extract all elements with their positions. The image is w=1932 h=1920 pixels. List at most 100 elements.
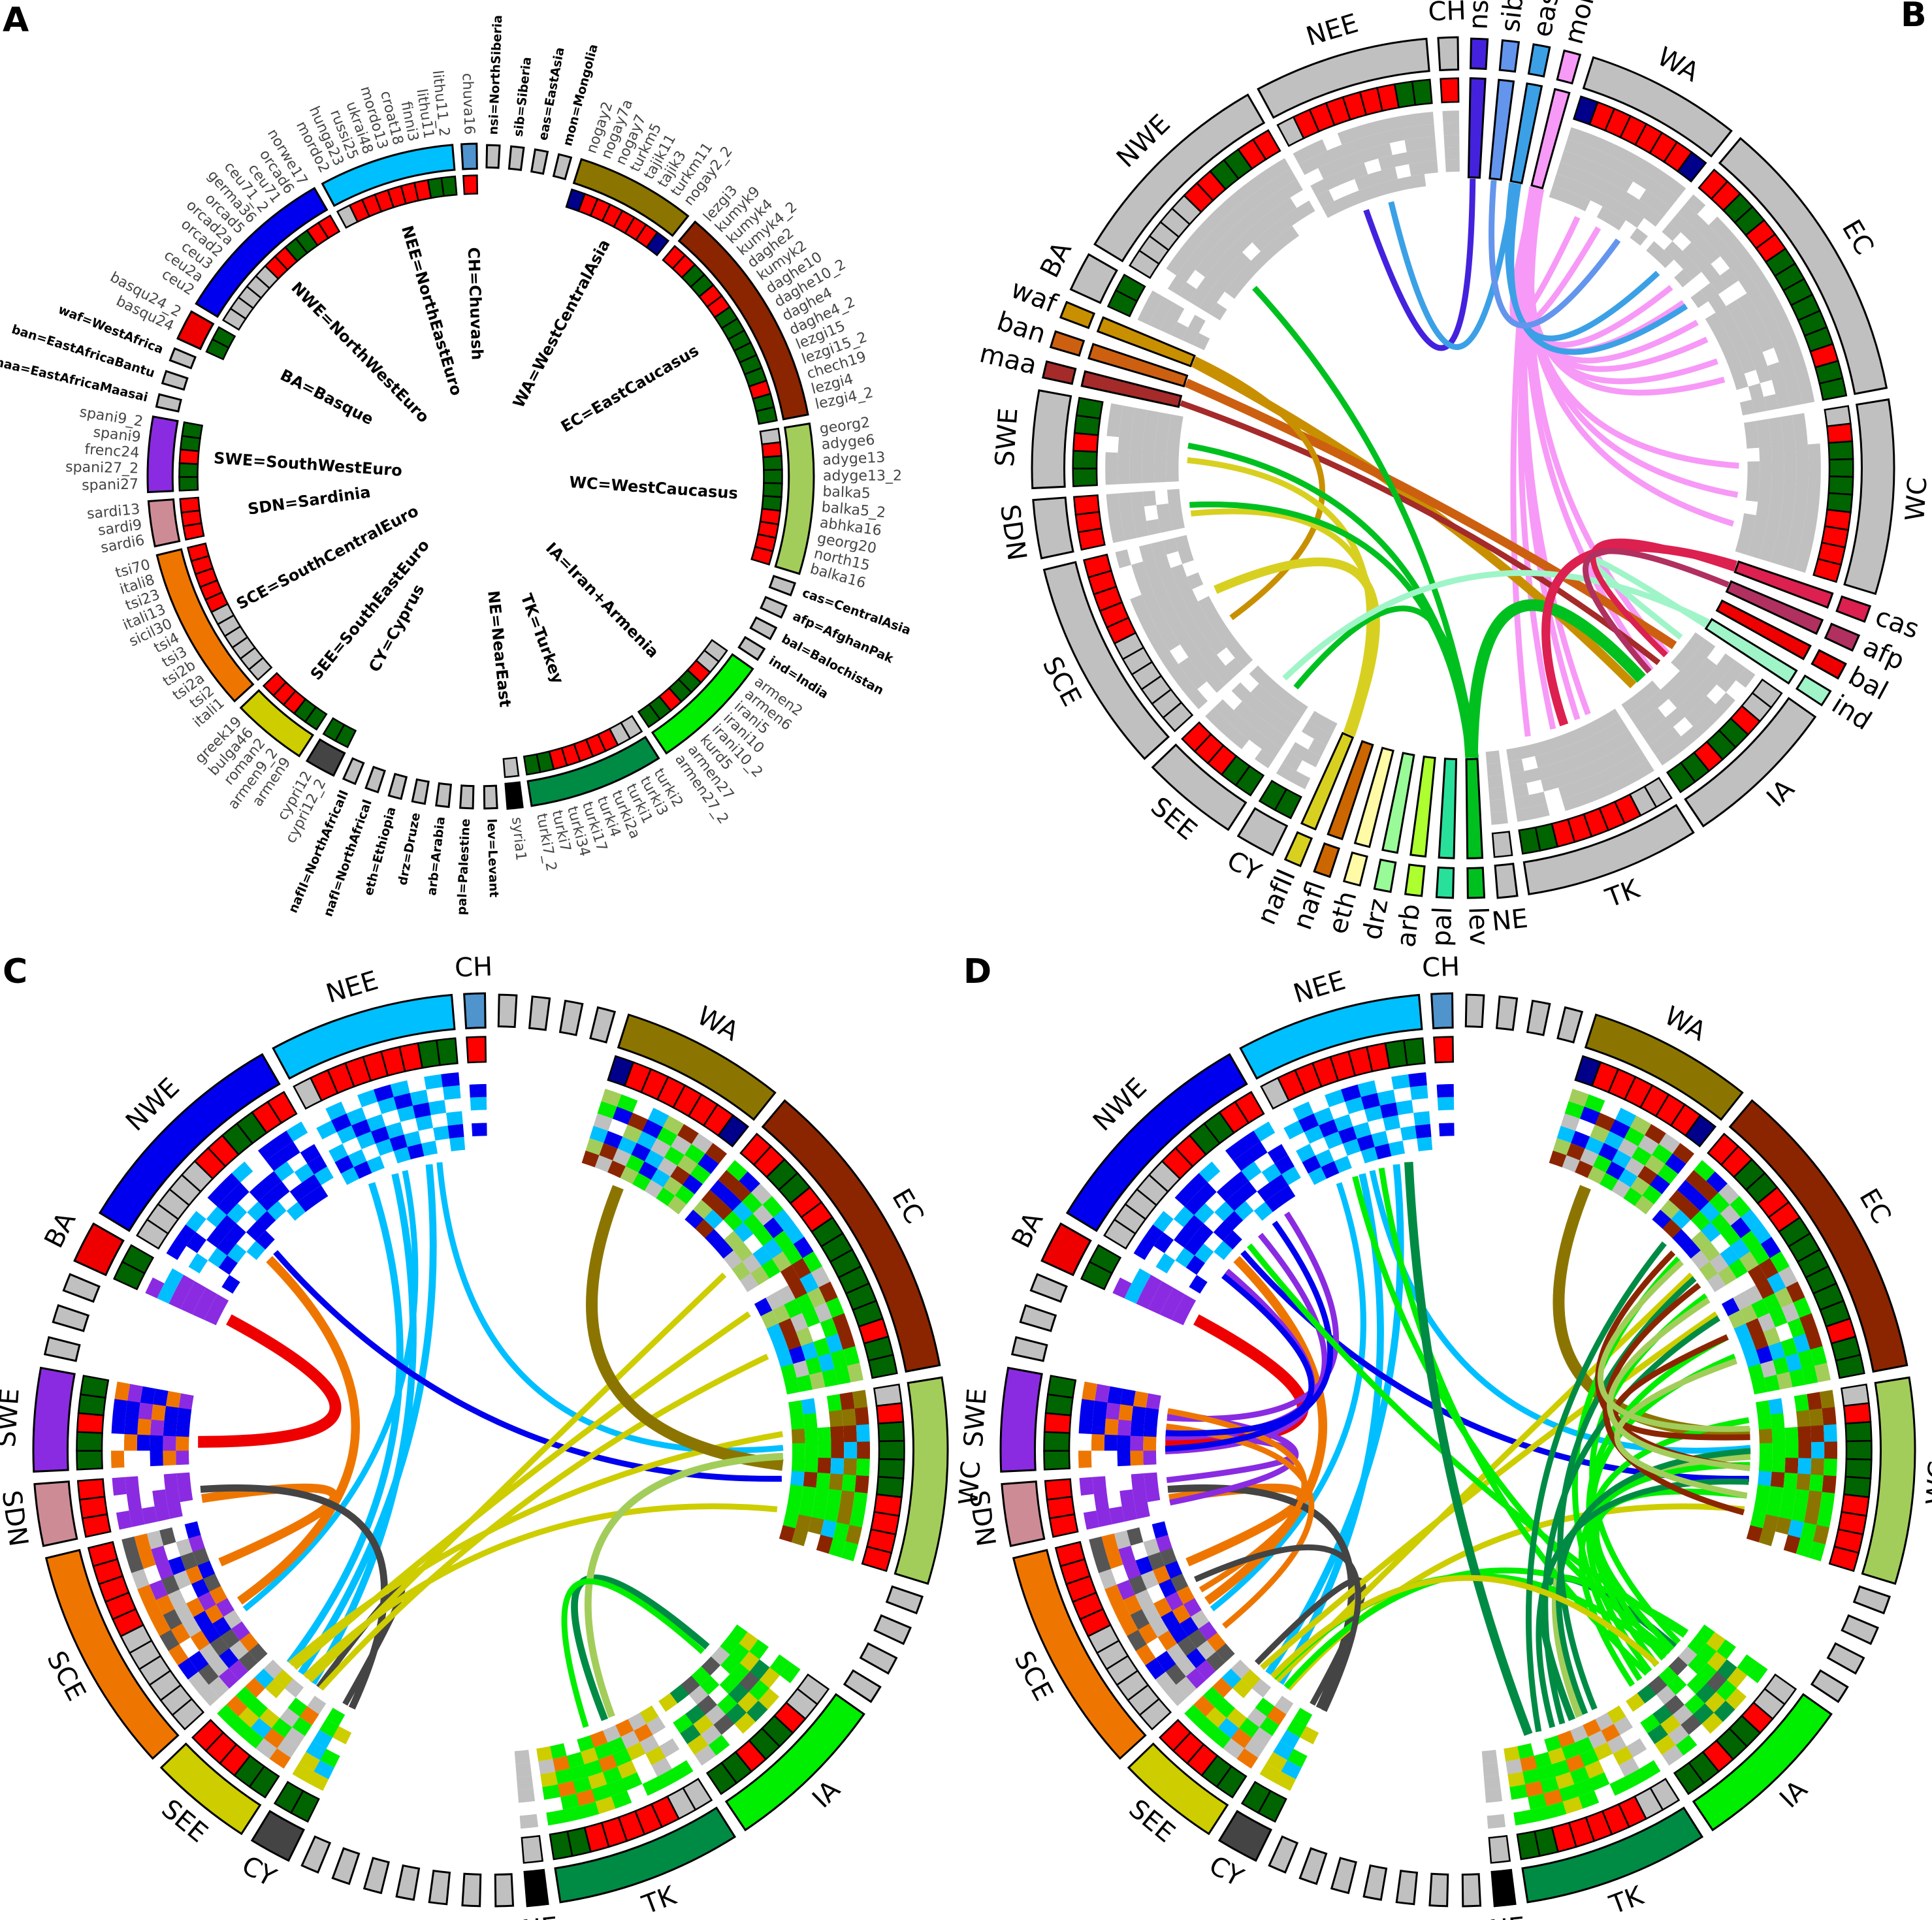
ancestry-cell — [1679, 679, 1698, 699]
ancestry-cell — [673, 1714, 694, 1734]
ancestry-cell — [1730, 261, 1749, 281]
ancestry-cell — [1197, 662, 1216, 682]
ancestry-cell — [1178, 677, 1198, 697]
ancestry-cell — [175, 1224, 197, 1246]
ancestry-cell — [1707, 646, 1726, 665]
ancestry-cell — [746, 1701, 768, 1723]
state-cell — [1088, 1244, 1122, 1275]
ancestry-cell — [1615, 1108, 1637, 1127]
ancestry-cell — [1364, 1105, 1383, 1123]
ancestry-cell — [663, 1176, 683, 1196]
ancestry-cell — [1762, 347, 1779, 366]
ancestry-cell — [1682, 280, 1701, 298]
ancestry-cell — [1716, 1659, 1737, 1680]
ancestry-cell — [765, 1291, 784, 1311]
ancestry-cell — [739, 1171, 761, 1193]
ancestry-cell — [286, 1121, 308, 1142]
region-segment-cy — [1217, 1810, 1272, 1863]
state-cell — [645, 231, 670, 257]
ancestry-cell — [1236, 720, 1257, 740]
ancestry-cell — [1572, 777, 1592, 795]
ancestry-cell — [1206, 284, 1225, 303]
ancestry-cell — [1170, 321, 1189, 340]
ancestry-cell — [739, 1273, 759, 1292]
ancestry-cell — [1579, 1748, 1599, 1767]
ancestry-cell — [1694, 1160, 1716, 1181]
ancestry-cell — [1165, 1560, 1183, 1579]
ancestry-cell — [1307, 139, 1328, 157]
ancestry-cell — [1765, 1500, 1782, 1518]
ancestry-cell — [1762, 314, 1780, 334]
region-segment-sdn — [1001, 1480, 1046, 1548]
ancestry-cell — [116, 1510, 133, 1530]
ancestry-cell — [1584, 1760, 1605, 1779]
state-cell — [1440, 77, 1460, 104]
ancestry-cell — [1747, 474, 1760, 489]
chord-nwe-to-wc — [273, 1250, 782, 1482]
group-ind — [1810, 1669, 1849, 1703]
ancestry-cell — [269, 1748, 291, 1769]
group-sib: sib=Siberia — [507, 56, 534, 171]
ancestry-cell — [1252, 232, 1271, 251]
state-cell — [1072, 432, 1099, 453]
ancestry-cell — [1170, 564, 1187, 582]
ancestry-cell — [287, 1697, 308, 1717]
ancestry-cell — [681, 1675, 700, 1695]
ancestry-cell — [570, 1764, 588, 1782]
population-label: syria1 — [508, 816, 529, 861]
state-cell — [1843, 1402, 1872, 1425]
ancestry-cell — [1255, 1697, 1275, 1717]
ancestry-cell — [1229, 729, 1249, 750]
ancestry-cell — [841, 1474, 856, 1492]
group-nafii — [300, 1835, 332, 1874]
ancestry-cell — [1487, 1814, 1506, 1829]
ancestry-cell — [1578, 144, 1598, 161]
ancestry-cell — [807, 1516, 824, 1535]
state-cell — [762, 455, 783, 472]
ancestry-cell — [1124, 579, 1142, 600]
ancestry-cell — [743, 1234, 764, 1255]
ancestry-cell — [834, 1366, 851, 1385]
ancestry-cell — [245, 1677, 265, 1698]
region-segment-see — [159, 1742, 262, 1836]
ancestry-cell — [114, 1381, 131, 1401]
region-label: WA — [1652, 42, 1704, 88]
outgroup-box-ind — [737, 635, 766, 662]
ancestry-cell — [313, 1760, 334, 1780]
ancestry-cell — [1736, 1675, 1758, 1697]
ancestry-cell — [1741, 1230, 1762, 1252]
ancestry-cell — [1728, 330, 1746, 349]
region-segment-ba — [73, 1222, 125, 1277]
population-label: adyge13 — [822, 449, 886, 468]
ancestry-cell — [1573, 738, 1591, 756]
ancestry-cell — [1796, 1473, 1811, 1491]
ancestry-cell — [675, 1185, 695, 1205]
ancestry-cell — [803, 1531, 821, 1550]
ancestry-cell — [1762, 531, 1778, 549]
ancestry-cell — [1217, 291, 1235, 310]
ancestry-cell — [1590, 189, 1609, 207]
ancestry-cell — [1120, 1388, 1136, 1406]
ancestry-cell — [1657, 699, 1677, 718]
state-cell — [1518, 826, 1541, 855]
ancestry-cell — [381, 1109, 401, 1127]
ancestry-cell — [1164, 581, 1182, 600]
ancestry-cell — [1637, 217, 1656, 236]
outgroup-box-ind — [843, 1669, 882, 1703]
ancestry-cell — [1225, 658, 1244, 677]
ancestry-cell — [1329, 1101, 1349, 1120]
ancestry-cell — [229, 1716, 251, 1738]
ancestry-cell — [563, 1739, 581, 1756]
ancestry-cell — [125, 1400, 140, 1419]
ancestry-cell — [1163, 1219, 1184, 1240]
ancestry-cell — [1481, 1750, 1498, 1765]
ancestry-cell — [841, 1408, 856, 1427]
ancestry-cell — [1119, 507, 1135, 525]
region-segment-ne — [523, 1868, 549, 1908]
group-eas — [558, 999, 584, 1036]
ancestry-cell — [1780, 415, 1795, 432]
ancestry-cell — [771, 1251, 792, 1272]
group-nsi — [497, 993, 518, 1029]
ancestry-cell — [138, 1402, 153, 1420]
ancestry-cell — [1144, 1472, 1159, 1488]
